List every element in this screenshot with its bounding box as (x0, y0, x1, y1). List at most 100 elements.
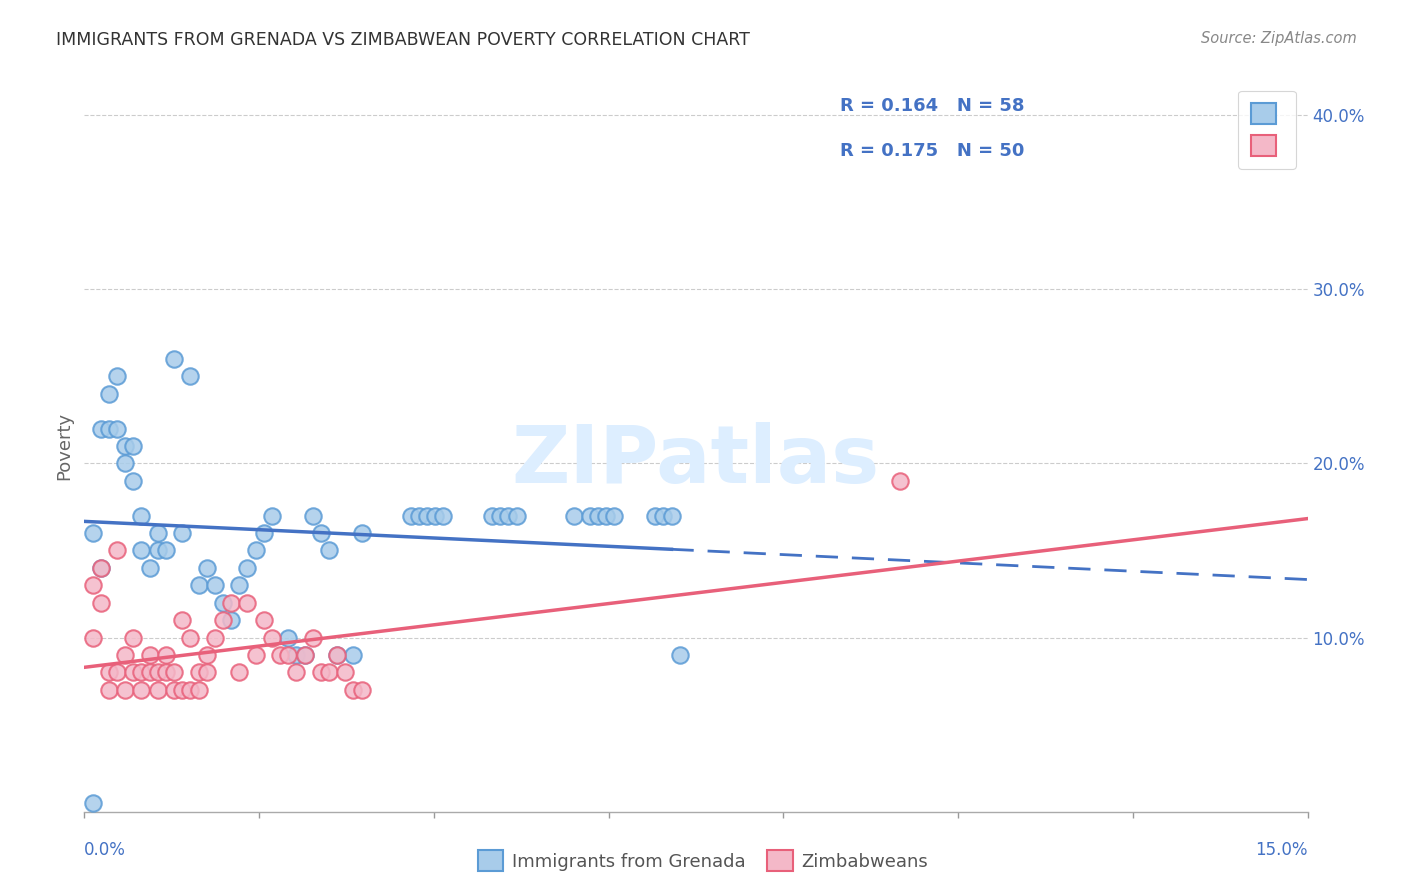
Point (172, 682, 194, 697)
Point (212, 613, 235, 627)
Point (212, 596, 235, 610)
Text: ZIPatlas: ZIPatlas (512, 422, 880, 500)
Point (236, 561, 259, 575)
Point (97, 682, 120, 697)
Point (603, 508, 626, 523)
Point (146, 665, 169, 680)
Point (228, 665, 250, 680)
Point (889, 474, 911, 488)
Point (668, 648, 690, 662)
Point (138, 561, 160, 575)
Point (277, 648, 299, 662)
Point (236, 596, 259, 610)
Point (131, 508, 153, 523)
Point (114, 439, 136, 453)
Point (122, 474, 145, 488)
Point (114, 682, 136, 697)
Point (179, 682, 201, 697)
Y-axis label: Poverty: Poverty (55, 412, 73, 480)
Point (562, 508, 585, 523)
Point (505, 508, 527, 523)
Point (122, 439, 145, 453)
Legend: Immigrants from Grenada, Zimbabweans: Immigrants from Grenada, Zimbabweans (471, 843, 935, 879)
Point (122, 665, 145, 680)
Point (228, 578, 250, 592)
Point (82, 578, 104, 592)
Point (105, 665, 128, 680)
Point (294, 648, 316, 662)
Point (644, 508, 666, 523)
Point (187, 682, 209, 697)
Point (138, 648, 160, 662)
Point (146, 543, 169, 558)
Point (146, 682, 169, 697)
Point (350, 526, 373, 541)
Point (432, 508, 454, 523)
Point (105, 421, 128, 435)
Point (253, 613, 276, 627)
Point (105, 543, 128, 558)
Point (342, 648, 364, 662)
Point (131, 682, 153, 697)
Text: IMMIGRANTS FROM GRENADA VS ZIMBABWEAN POVERTY CORRELATION CHART: IMMIGRANTS FROM GRENADA VS ZIMBABWEAN PO… (56, 31, 751, 49)
Point (155, 648, 177, 662)
Point (90, 561, 112, 575)
Point (416, 508, 439, 523)
Point (245, 543, 267, 558)
Point (97, 421, 120, 435)
Point (269, 648, 291, 662)
Point (187, 578, 209, 592)
Point (408, 508, 430, 523)
Point (163, 682, 186, 697)
Point (326, 648, 349, 662)
Point (285, 648, 308, 662)
Point (163, 351, 186, 366)
Text: 15.0%: 15.0% (1256, 841, 1308, 859)
Text: 0.0%: 0.0% (84, 841, 127, 859)
Point (138, 665, 160, 680)
Point (318, 665, 340, 680)
Point (82, 631, 104, 645)
Point (179, 631, 201, 645)
Point (318, 543, 340, 558)
Point (260, 631, 283, 645)
Point (122, 631, 145, 645)
Point (219, 613, 242, 627)
Point (423, 508, 446, 523)
Point (146, 526, 169, 541)
Point (204, 578, 226, 592)
Point (195, 648, 218, 662)
Point (245, 648, 267, 662)
Point (481, 508, 503, 523)
Point (579, 508, 602, 523)
Point (301, 508, 323, 523)
Point (155, 543, 177, 558)
Point (90, 561, 112, 575)
Point (114, 648, 136, 662)
Point (326, 648, 349, 662)
Point (114, 457, 136, 471)
Point (301, 631, 323, 645)
Point (595, 508, 617, 523)
Point (82, 796, 104, 810)
Point (179, 369, 201, 384)
Text: R = 0.175   N = 50: R = 0.175 N = 50 (841, 142, 1025, 160)
Text: Source: ZipAtlas.com: Source: ZipAtlas.com (1201, 31, 1357, 46)
Point (350, 682, 373, 697)
Point (90, 596, 112, 610)
Point (260, 508, 283, 523)
Point (131, 543, 153, 558)
Point (661, 508, 683, 523)
Point (97, 665, 120, 680)
Point (187, 665, 209, 680)
Point (195, 665, 218, 680)
Legend: , : , (1239, 91, 1296, 169)
Point (309, 665, 332, 680)
Point (163, 665, 186, 680)
Point (294, 648, 316, 662)
Point (586, 508, 609, 523)
Text: R = 0.164   N = 58: R = 0.164 N = 58 (841, 97, 1025, 115)
Point (172, 613, 194, 627)
Point (498, 508, 520, 523)
Point (105, 369, 128, 384)
